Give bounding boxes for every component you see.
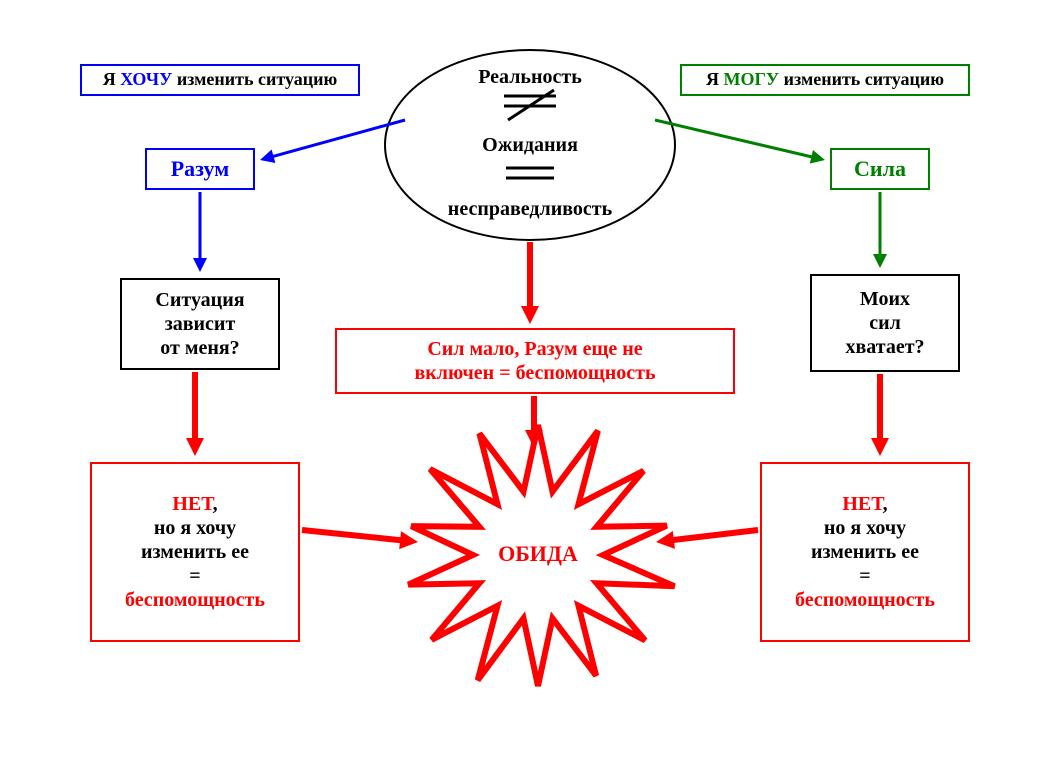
can-accent: МОГУ (723, 69, 779, 89)
reason-label: Разум (171, 156, 230, 182)
can-box: Я МОГУ изменить ситуацию (680, 64, 970, 96)
question-left-box: Ситуация зависит от меня? (120, 278, 280, 370)
question-right-text: Моих сил хватает? (845, 287, 924, 359)
ans-right-no: НЕТ (842, 493, 882, 515)
want-suffix: изменить ситуацию (172, 69, 337, 89)
ans-right-l1: но я хочу (795, 516, 935, 540)
center-helplessness-text: Сил мало, Разум еще не включен = беспомо… (414, 337, 655, 385)
ans-right-comma: , (883, 493, 888, 515)
question-left-text: Ситуация зависит от меня? (155, 288, 244, 360)
ans-left-comma: , (213, 493, 218, 515)
reason-box: Разум (145, 148, 255, 190)
starburst-label: ОБИДА (468, 541, 608, 567)
ans-left-helpless: беспомощность (125, 588, 265, 612)
want-box: Я ХОЧУ изменить ситуацию (80, 64, 360, 96)
answer-left-box: НЕТ, но я хочу изменить ее = беспомощнос… (90, 462, 300, 642)
diagram-stage: Реальность Ожидания несправедливость Я Х… (0, 0, 1048, 768)
ans-right-eq: = (795, 564, 935, 588)
power-label: Сила (854, 156, 906, 182)
ans-left-l1: но я хочу (125, 516, 265, 540)
ans-right-helpless: беспомощность (795, 588, 935, 612)
ans-left-no: НЕТ (172, 493, 212, 515)
ellipse-line-injustice: несправедливость (410, 198, 650, 221)
want-accent: ХОЧУ (120, 69, 172, 89)
answer-right-box: НЕТ, но я хочу изменить ее = беспомощнос… (760, 462, 970, 642)
ans-left-eq: = (125, 564, 265, 588)
ans-left-l2: изменить ее (125, 540, 265, 564)
can-suffix: изменить ситуацию (779, 69, 944, 89)
ans-right-l2: изменить ее (795, 540, 935, 564)
question-right-box: Моих сил хватает? (810, 274, 960, 372)
ellipse-line-reality: Реальность (410, 66, 650, 89)
want-prefix: Я (103, 69, 121, 89)
ellipse-line-expectations: Ожидания (410, 134, 650, 157)
can-prefix: Я (706, 69, 724, 89)
center-helplessness-box: Сил мало, Разум еще не включен = беспомо… (335, 328, 735, 394)
power-box: Сила (830, 148, 930, 190)
